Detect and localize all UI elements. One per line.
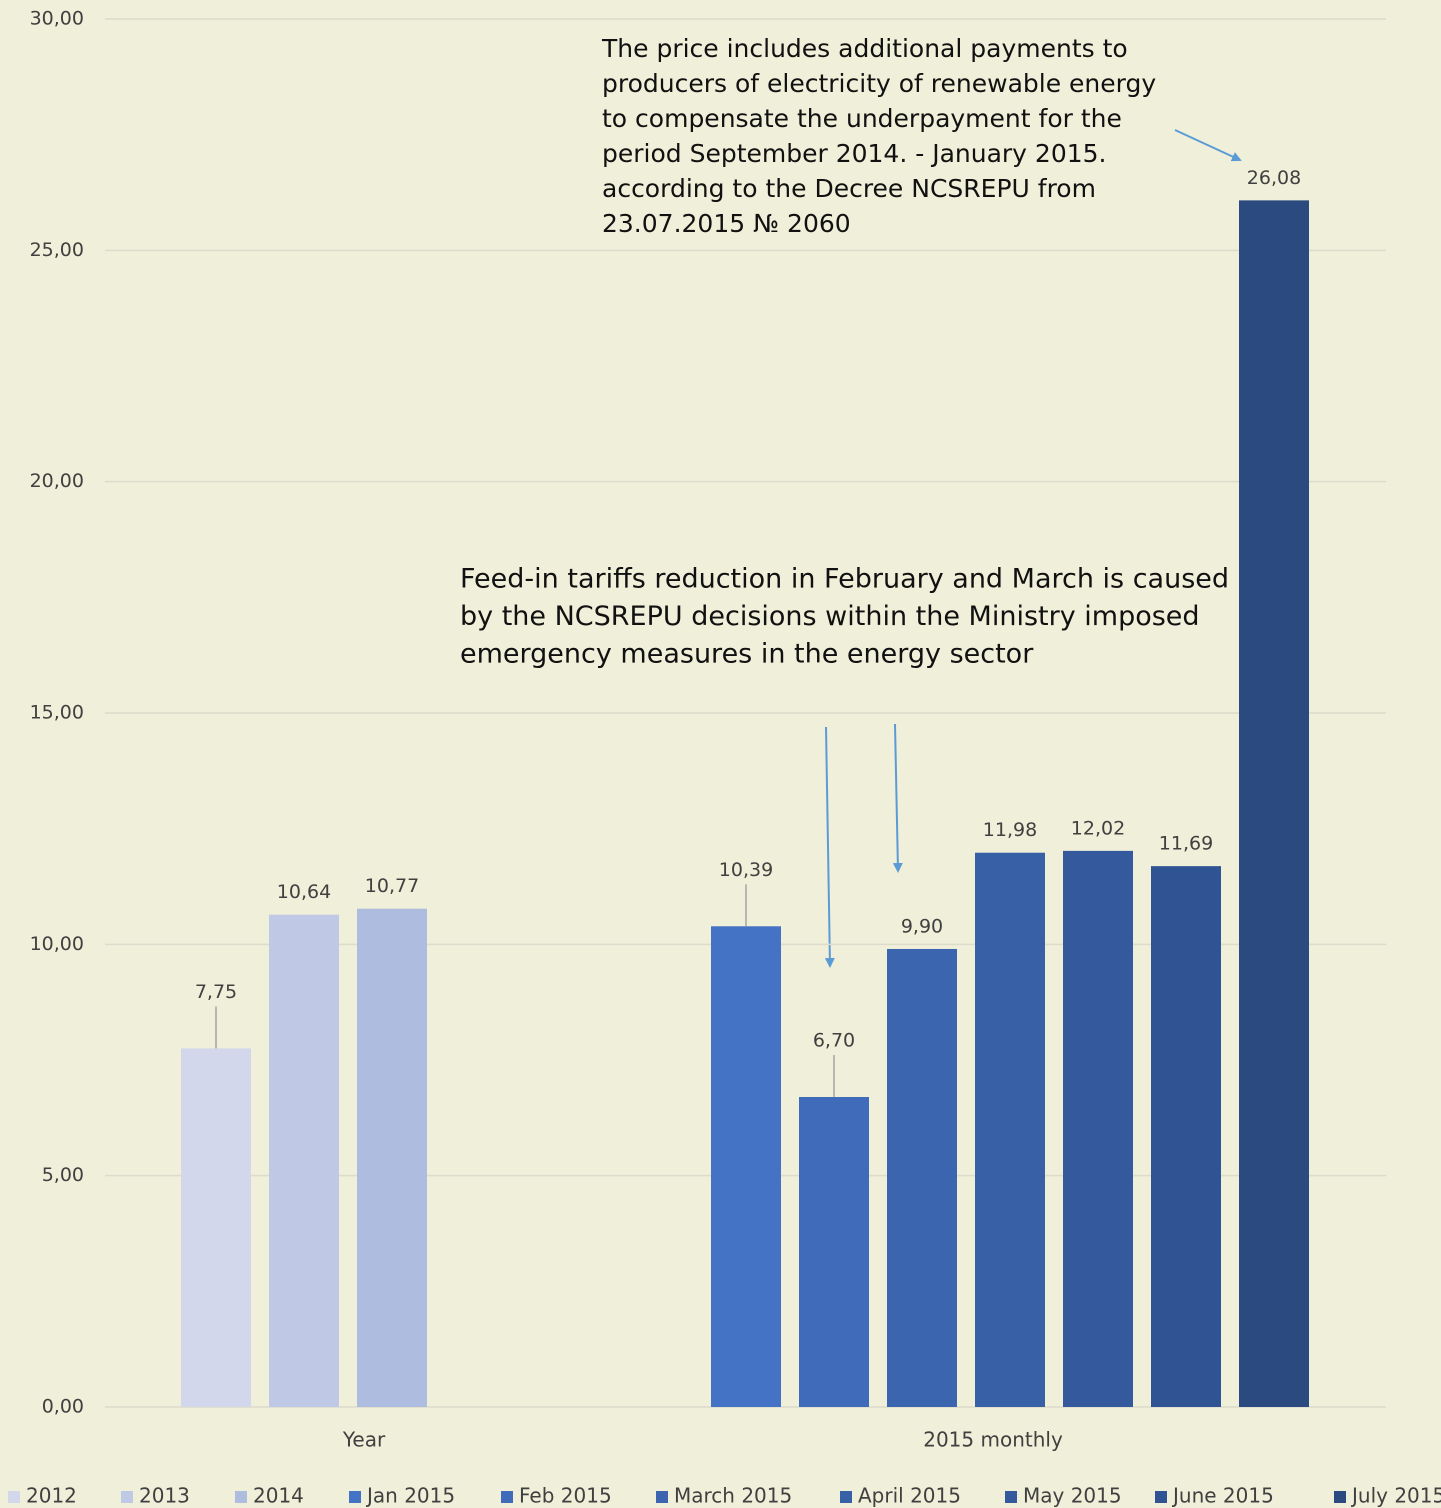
legend-swatch bbox=[121, 1491, 133, 1503]
annotation: emergency measures in the energy sector bbox=[460, 639, 1034, 670]
bar bbox=[1239, 200, 1309, 1407]
bar bbox=[711, 926, 781, 1407]
x-tick-label: Year bbox=[342, 1428, 386, 1452]
legend-swatch bbox=[501, 1491, 513, 1503]
legend-label: Feb 2015 bbox=[519, 1484, 612, 1508]
legend-label: June 2015 bbox=[1171, 1484, 1274, 1508]
legend-swatch bbox=[1155, 1491, 1167, 1503]
legend-label: May 2015 bbox=[1023, 1484, 1122, 1508]
legend-swatch bbox=[8, 1491, 20, 1503]
annotation: according to the Decree NCSREPU from bbox=[602, 174, 1096, 203]
legend-swatch bbox=[1005, 1491, 1017, 1503]
annotation: 23.07.2015 № 2060 bbox=[602, 209, 851, 238]
y-tick-label: 15,00 bbox=[30, 702, 84, 724]
bar bbox=[975, 852, 1045, 1407]
legend-label: 2012 bbox=[26, 1484, 77, 1508]
legend-label: 2013 bbox=[139, 1484, 190, 1508]
y-tick-label: 5,00 bbox=[42, 1164, 84, 1186]
arrow bbox=[1174, 129, 1242, 162]
legend-label: April 2015 bbox=[858, 1484, 961, 1508]
legend-label: March 2015 bbox=[674, 1484, 792, 1508]
data-label: 26,08 bbox=[1247, 167, 1301, 189]
x-tick-label: 2015 monthly bbox=[923, 1428, 1063, 1452]
y-tick-label: 0,00 bbox=[42, 1396, 84, 1418]
arrows bbox=[824, 129, 1242, 968]
data-label: 10,64 bbox=[277, 881, 331, 903]
y-tick-label: 30,00 bbox=[30, 8, 84, 30]
arrow bbox=[824, 726, 835, 968]
annotation: period September 2014. - January 2015. bbox=[602, 139, 1107, 168]
data-label: 6,70 bbox=[813, 1030, 855, 1052]
y-tick-label: 25,00 bbox=[30, 239, 84, 261]
bar bbox=[1063, 850, 1133, 1407]
legend-swatch bbox=[235, 1491, 247, 1503]
legend-swatch bbox=[656, 1491, 668, 1503]
data-label: 9,90 bbox=[901, 915, 943, 937]
data-label: 12,02 bbox=[1071, 817, 1125, 839]
data-label: 10,39 bbox=[719, 859, 773, 881]
y-tick-label: 20,00 bbox=[30, 470, 84, 492]
data-label: 7,75 bbox=[195, 981, 237, 1003]
bar bbox=[181, 1048, 251, 1407]
legend-label: 2014 bbox=[253, 1484, 304, 1508]
annotation: producers of electricity of renewable en… bbox=[602, 69, 1156, 98]
annotation: to compensate the underpayment for the bbox=[602, 104, 1122, 133]
arrow bbox=[892, 723, 903, 873]
bar bbox=[799, 1097, 869, 1407]
data-label: 10,77 bbox=[365, 875, 419, 897]
legend-swatch bbox=[1334, 1491, 1346, 1503]
data-label: 11,69 bbox=[1159, 833, 1213, 855]
legend-swatch bbox=[840, 1491, 852, 1503]
legend-swatch bbox=[349, 1491, 361, 1503]
legend-label: July 2015 bbox=[1350, 1484, 1441, 1508]
data-label: 11,98 bbox=[983, 819, 1037, 841]
legend-label: Jan 2015 bbox=[365, 1484, 455, 1508]
bar bbox=[269, 914, 339, 1407]
annotation: Feed-in tariffs reduction in February an… bbox=[460, 564, 1229, 595]
y-tick-label: 10,00 bbox=[30, 933, 84, 955]
annotation: The price includes additional payments t… bbox=[601, 34, 1128, 63]
bar bbox=[1151, 866, 1221, 1407]
annotation: by the NCSREPU decisions within the Mini… bbox=[460, 601, 1200, 632]
bar bbox=[887, 948, 957, 1407]
bar bbox=[357, 908, 427, 1407]
